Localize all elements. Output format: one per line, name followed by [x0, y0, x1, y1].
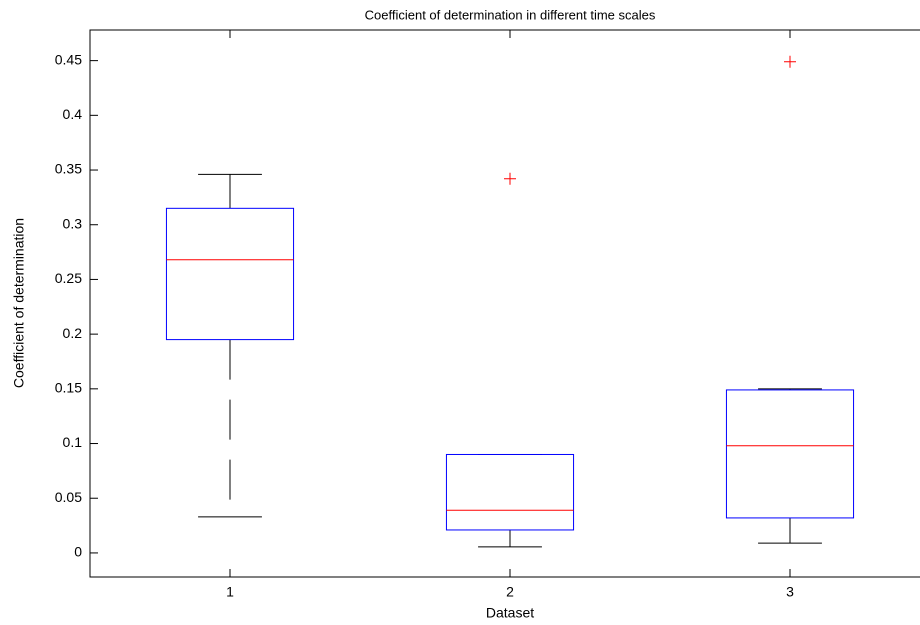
y-tick-label: 0.2 [63, 325, 83, 341]
y-tick-label: 0.1 [63, 434, 83, 450]
x-axis-label: Dataset [486, 605, 534, 621]
y-tick-label: 0.15 [55, 380, 82, 396]
y-tick-label: 0.05 [55, 489, 82, 505]
box [165, 207, 295, 341]
y-tick-label: 0.35 [55, 161, 82, 177]
x-tick-label: 1 [226, 584, 234, 600]
chart-title: Coefficient of determination in differen… [365, 7, 656, 22]
y-tick-label: 0.4 [63, 106, 83, 122]
x-tick-label: 3 [786, 584, 794, 600]
box [445, 453, 575, 531]
y-tick-label: 0 [74, 544, 82, 560]
y-axis-label: Coefficient of determination [11, 218, 27, 388]
outlier [504, 172, 516, 185]
y-tick-label: 0.45 [55, 51, 82, 67]
box [725, 389, 855, 519]
outlier [784, 55, 796, 68]
y-tick-label: 0.3 [63, 215, 83, 231]
y-tick-label: 0.25 [55, 270, 82, 286]
x-tick-label: 2 [506, 584, 514, 600]
